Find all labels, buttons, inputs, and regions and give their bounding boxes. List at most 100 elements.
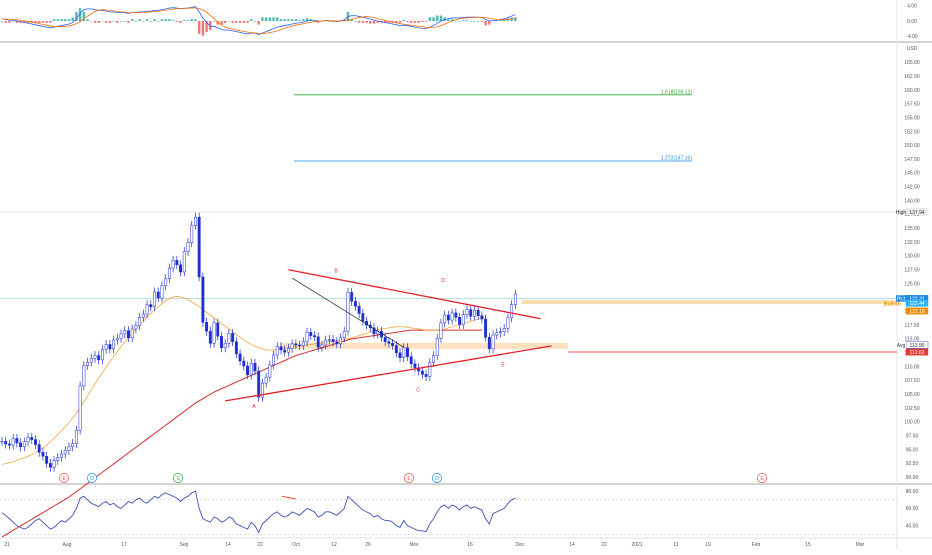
candle-body bbox=[197, 216, 201, 278]
candle-body bbox=[294, 343, 298, 346]
macd-histogram-bar bbox=[436, 15, 439, 21]
macd-histogram-bar bbox=[0, 21, 4, 22]
macd-histogram-bar bbox=[365, 21, 368, 23]
price-tick: 157.50 bbox=[904, 102, 920, 108]
macd-histogram-bar bbox=[469, 21, 472, 22]
currency-label: USD bbox=[907, 46, 918, 52]
price-axis-badge-value: 122.31 bbox=[909, 296, 925, 302]
time-axis-label: 15 bbox=[805, 542, 811, 548]
macd-histogram-bar bbox=[108, 21, 112, 23]
fib-level-label: 1.618(159.12) bbox=[661, 89, 692, 95]
macd-histogram-bar bbox=[34, 21, 37, 23]
macd-histogram-bar bbox=[476, 21, 480, 22]
macd-histogram-bar bbox=[60, 19, 63, 21]
event-marker-label: D bbox=[435, 476, 439, 482]
triangle-trendline bbox=[225, 345, 552, 402]
price-tick: 140.00 bbox=[904, 198, 920, 204]
candle-body bbox=[119, 333, 123, 339]
macd-tick: 0.00 bbox=[907, 19, 917, 25]
price-tick: 132.50 bbox=[904, 240, 920, 246]
macd-histogram-bar bbox=[361, 21, 365, 23]
macd-histogram-bar bbox=[276, 17, 279, 21]
rsi-pane[interactable]: 80.00 60.00 40.00 bbox=[0, 489, 918, 535]
macd-histogram-bar bbox=[157, 21, 160, 22]
price-axis[interactable]: 165.00 162.50 160.00 157.50 155.00 152.50 150.… bbox=[904, 60, 920, 481]
candle-body bbox=[127, 330, 130, 339]
price-tick: 110.00 bbox=[905, 364, 920, 370]
candle-body bbox=[208, 330, 212, 344]
macd-histogram-bar bbox=[71, 17, 74, 21]
candle-body bbox=[472, 309, 476, 317]
macd-histogram-bar bbox=[90, 21, 93, 22]
event-marker-label: E bbox=[760, 476, 764, 482]
time-axis-label: 12 bbox=[331, 542, 337, 548]
candle-body bbox=[60, 453, 63, 458]
macd-histogram-bar bbox=[197, 21, 201, 34]
candle-body bbox=[301, 341, 305, 346]
price-tick: 162.50 bbox=[904, 74, 920, 80]
candle-body bbox=[432, 355, 435, 363]
time-axis-label: 14 bbox=[225, 542, 231, 548]
macd-histogram-bar bbox=[112, 21, 115, 22]
candle-body bbox=[495, 332, 499, 336]
candle-body bbox=[350, 292, 354, 302]
event-marker-label: S bbox=[176, 476, 180, 482]
macd-histogram-bar bbox=[101, 21, 104, 22]
ma-slow-line bbox=[1, 329, 482, 538]
support-zone bbox=[280, 342, 568, 349]
macd-histogram-bar bbox=[205, 21, 208, 32]
time-axis[interactable]: 21 Aug 17 Sep 14 22 Oct 12 26 Nov 16 Dec 14 22 2021 11 1… bbox=[4, 542, 864, 548]
time-axis-label: Sep bbox=[180, 542, 189, 548]
macd-histogram-bar bbox=[406, 21, 409, 22]
candle-body bbox=[402, 347, 406, 358]
candle-body bbox=[234, 341, 238, 355]
candle-body bbox=[272, 354, 276, 366]
candle-body bbox=[506, 317, 510, 329]
time-axis-label: Aug bbox=[63, 542, 72, 548]
time-axis-label: 19 bbox=[705, 542, 711, 548]
candle-body bbox=[160, 285, 164, 299]
price-pane[interactable]: 1.618(159.12) 1.272(147.16) A B C D E E D S E D E Bul… bbox=[0, 89, 901, 538]
candle-body bbox=[435, 338, 439, 356]
macd-histogram-bar bbox=[149, 21, 152, 22]
price-tick: 135.00 bbox=[904, 226, 920, 232]
price-axis-badge-value: 122.44 bbox=[909, 301, 925, 307]
event-marker-label: E bbox=[407, 476, 411, 482]
candle-body bbox=[286, 348, 290, 353]
candle-body bbox=[182, 251, 186, 273]
candle-body bbox=[316, 336, 320, 348]
candle-body bbox=[324, 339, 328, 346]
macd-histogram-bar bbox=[11, 21, 15, 22]
candle-body bbox=[186, 242, 190, 252]
candle-body bbox=[115, 338, 119, 341]
price-tick: 125.00 bbox=[904, 281, 920, 287]
candle-body bbox=[145, 304, 149, 315]
candle-body bbox=[249, 363, 253, 376]
bullish-label: Bullish bbox=[884, 302, 901, 308]
macd-histogram-bar bbox=[23, 21, 26, 23]
candle-body bbox=[454, 312, 458, 318]
macd-histogram-bar bbox=[484, 21, 487, 26]
macd-histogram-bar bbox=[179, 21, 182, 23]
candle-body bbox=[502, 328, 506, 332]
macd-histogram-bar bbox=[514, 17, 517, 21]
macd-histogram-bar bbox=[257, 21, 260, 25]
macd-histogram-bar bbox=[82, 11, 86, 21]
macd-histogram-bar bbox=[328, 21, 331, 22]
macd-histogram-bar bbox=[417, 21, 420, 23]
event-marker-label: E bbox=[62, 476, 66, 482]
macd-histogram-bar bbox=[216, 21, 219, 25]
time-axis-label: Nov bbox=[410, 542, 419, 548]
candle-body bbox=[394, 345, 398, 354]
candle-body bbox=[78, 385, 82, 431]
candle-body bbox=[100, 349, 104, 361]
macd-pane[interactable]: 4.00 0.00 -4.00 bbox=[0, 4, 918, 40]
macd-line bbox=[1, 6, 516, 36]
time-axis-label: 14 bbox=[569, 542, 575, 548]
candle-body bbox=[71, 443, 75, 448]
candle-body bbox=[45, 455, 49, 464]
macd-histogram-bar bbox=[64, 19, 67, 21]
